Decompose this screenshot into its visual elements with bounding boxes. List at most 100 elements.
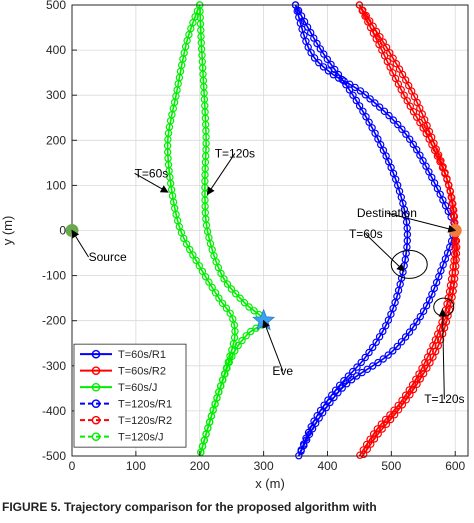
series-point [205,278,213,286]
series-point [416,312,424,321]
series-point [419,156,427,165]
series-point [386,411,394,419]
series-point [362,11,370,20]
series-point [374,358,382,367]
series-point [195,262,203,270]
series-point [408,87,416,95]
annotation-label: T=120s [215,146,255,160]
series-point [215,294,223,302]
series-point [344,372,352,380]
series-point [323,55,331,64]
series-line [198,4,265,457]
series-point [329,70,338,79]
series-point [401,333,410,341]
series-point [222,304,231,312]
annotation-arrow [262,319,284,371]
series-point [182,240,191,248]
series-point [370,435,379,443]
series-point [371,129,379,137]
series-point [220,275,228,283]
series-point [406,102,414,111]
series-point [334,70,343,79]
series-point [400,91,408,100]
series-point [405,328,414,336]
series-point [310,417,318,425]
series-point [428,173,436,182]
series-point [316,406,325,415]
series-point [360,450,368,459]
series-point [379,355,387,363]
series-point [402,396,410,404]
series-point [313,39,321,48]
series-point [366,17,374,25]
series-point [386,49,394,57]
series-point [316,45,324,53]
series-point [358,368,366,377]
legend-marker [91,382,101,392]
series-point [245,303,253,311]
series-point [413,145,421,154]
series-point [361,353,369,362]
x-tick-label: 200 [190,459,210,473]
series-point [236,294,244,302]
series-point [382,420,391,428]
annotation-arrow [438,308,447,400]
series-point [319,63,328,71]
series-point [192,256,200,265]
series-point [180,234,188,243]
series-point [375,333,384,341]
series-point [238,336,246,345]
series-point [365,348,373,357]
x-tick-label: 100 [126,459,146,473]
series-point [315,59,323,67]
series-line [294,4,409,457]
series-point [389,54,397,62]
highlight-ellipse [390,249,428,279]
series-point [372,35,380,43]
series-point [422,302,431,310]
series-point [228,352,236,361]
series-point [198,267,207,275]
annotation-label: Destination [357,206,417,220]
y-tick-label: -100 [42,269,66,283]
series-point [211,289,220,297]
series-point [383,57,391,66]
series-point [379,38,387,46]
legend-label: T=60s/R1 [118,349,166,361]
series-point [433,184,442,193]
series-point [185,245,194,254]
x-tick-label: 500 [381,459,401,473]
series-point [384,351,392,359]
series-point [374,430,382,438]
series-point [379,327,387,336]
series-point [389,69,397,77]
x-tick-label: 400 [317,459,337,473]
series-point [352,96,360,105]
series-t-120s-r2 [355,1,461,459]
series-point [366,95,374,103]
series-point [378,425,386,433]
series-point [382,322,390,330]
series-point [376,103,384,111]
y-tick-label: -400 [42,404,66,418]
series-point [197,448,205,456]
legend-marker [91,399,101,408]
y-tick-label: -500 [42,449,66,463]
series-point [356,87,365,95]
series-point [385,111,393,120]
series-point [402,130,410,138]
series-point [422,162,430,170]
series-point [431,146,439,155]
legend-label: T=120s/J [118,432,164,444]
series-point [362,112,370,121]
series-point [324,396,332,404]
legend-label: T=60s/J [118,382,157,394]
series-point [372,338,380,346]
series-point [413,113,421,121]
series-point [386,63,394,71]
series-point [340,77,348,85]
series-point [231,347,239,355]
series-point [391,74,400,83]
series-point [436,190,444,198]
